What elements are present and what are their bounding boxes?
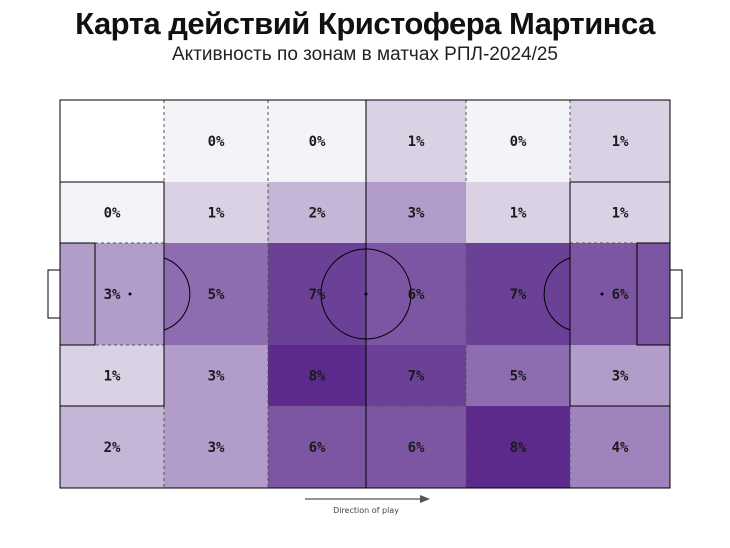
cell-value-label: 1%: [408, 134, 425, 150]
right-penalty-spot: [600, 292, 604, 296]
heatmap-cell: [570, 243, 670, 345]
cell-value-label: 3%: [612, 369, 629, 385]
cell-value-label: 3%: [208, 369, 225, 385]
direction-arrow-head: [420, 495, 430, 503]
heatmap-cell: [366, 243, 466, 345]
left-penalty-box: [60, 181, 165, 407]
chart-subtitle: Активность по зонам в матчах РПЛ-2024/25: [172, 44, 558, 65]
heatmap-cell: [570, 406, 670, 488]
heatmap-cells: [60, 100, 670, 488]
right-penalty-arc: [543, 257, 571, 331]
heatmap-cell: [366, 100, 466, 182]
right-goal: [670, 269, 683, 319]
heatmap-cell: [570, 345, 670, 406]
heatmap-cell: [268, 182, 366, 243]
heatmap-cell: [60, 182, 164, 243]
heatmap-labels: 0% 0% 1% 0% 1% 0% 1% 2% 3% 1% 1% 3% 5% 7% 6% 7% 6% 1% 3% 8%…: [104, 134, 629, 456]
cell-value-label: 8%: [309, 369, 326, 385]
heatmap-cell: [60, 100, 164, 182]
cell-value-label: 1%: [612, 134, 629, 150]
left-six-yard-box: [60, 242, 96, 346]
cell-value-label: 6%: [408, 287, 425, 303]
cell-value-label: 0%: [309, 134, 326, 150]
heatmap-cell: [164, 345, 268, 406]
cell-value-label: 6%: [309, 440, 326, 456]
left-penalty-arc: [163, 257, 191, 331]
pitch-markings: [47, 99, 683, 489]
heatmap-cell: [164, 182, 268, 243]
right-penalty-box: [569, 181, 670, 407]
left-penalty-spot: [128, 292, 132, 296]
heatmap-cell: [466, 406, 570, 488]
heatmap-cell: [466, 345, 570, 406]
chart-title: Карта действий Кристофера Мартинса: [75, 6, 655, 41]
heatmap-cell: [570, 182, 670, 243]
right-six-yard-box: [636, 242, 670, 346]
heatmap-cell: [366, 182, 466, 243]
cell-value-label: 2%: [309, 206, 326, 222]
center-spot: [364, 292, 368, 296]
heatmap-cell: [268, 100, 366, 182]
cell-value-label: 1%: [510, 206, 527, 222]
cell-value-label: 0%: [104, 206, 121, 222]
cell-value-label: 7%: [510, 287, 527, 303]
heatmap-cell: [570, 100, 670, 182]
cell-value-label: 5%: [208, 287, 225, 303]
heatmap-cell: [466, 243, 570, 345]
center-circle: [320, 248, 412, 340]
heatmap-cell: [466, 182, 570, 243]
heatmap-cell: [268, 406, 366, 488]
heatmap-cell: [466, 100, 570, 182]
cell-value-label: 1%: [612, 206, 629, 222]
cell-value-label: 6%: [408, 440, 425, 456]
cell-value-label: 6%: [612, 287, 629, 303]
heatmap-cell: [60, 345, 164, 406]
cell-value-label: 7%: [309, 287, 326, 303]
cell-value-label: 7%: [408, 369, 425, 385]
cell-value-label: 1%: [208, 206, 225, 222]
cell-value-label: 0%: [208, 134, 225, 150]
cell-value-label: 3%: [208, 440, 225, 456]
left-goal: [47, 269, 60, 319]
heatmap-cell: [366, 345, 466, 406]
cell-value-label: 3%: [408, 206, 425, 222]
pitch-outline: [59, 99, 671, 489]
heatmap-cell: [164, 243, 268, 345]
cell-value-label: 2%: [104, 440, 121, 456]
heatmap-cell: [268, 243, 366, 345]
cell-value-label: 8%: [510, 440, 527, 456]
heatmap-cell: [60, 406, 164, 488]
heatmap-cell: [268, 345, 366, 406]
heatmap-cell: [366, 406, 466, 488]
cell-value-label: 3%: [104, 287, 121, 303]
cell-value-label: 4%: [612, 440, 629, 456]
heatmap-cell: [60, 243, 164, 345]
heatmap-cell: [164, 406, 268, 488]
cell-value-label: 5%: [510, 369, 527, 385]
heatmap-cell: [164, 100, 268, 182]
cell-value-label: 0%: [510, 134, 527, 150]
direction-of-play: Direction of play: [305, 495, 430, 515]
direction-label: Direction of play: [333, 506, 399, 515]
cell-value-label: 1%: [104, 369, 121, 385]
